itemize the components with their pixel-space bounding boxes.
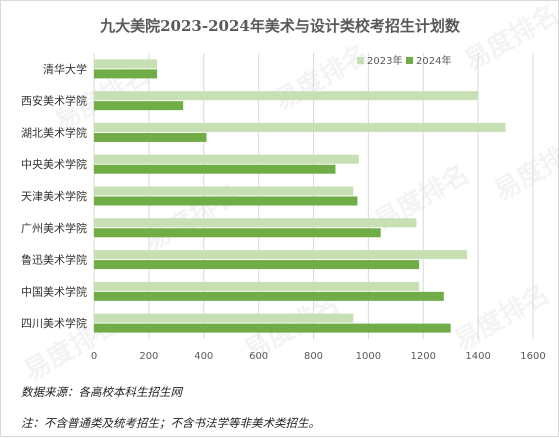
x-tick-label: 600 — [249, 351, 268, 362]
watermark-text: 易度排名 — [269, 38, 375, 117]
category-label: 清华大学 — [43, 62, 87, 76]
category-label: 天津美术学院 — [21, 189, 87, 203]
x-tick-label: 800 — [304, 351, 323, 362]
bar-2024 — [94, 260, 420, 270]
bars — [94, 59, 506, 333]
footnote: 注：不含普通类及统考招生；不含书法学等非美术类招生。 — [21, 416, 320, 430]
bar-2024 — [94, 132, 207, 142]
bar-2023 — [94, 250, 468, 260]
bar-2023 — [94, 186, 354, 196]
bar-2023 — [94, 154, 359, 164]
x-tick-label: 1600 — [520, 351, 545, 362]
legend-label: 2024年 — [416, 54, 451, 67]
bar-2023 — [94, 122, 506, 132]
bar-2023 — [94, 218, 417, 228]
category-label: 中国美术学院 — [21, 284, 87, 298]
gridlines — [93, 53, 534, 339]
x-axis-ticks: 0 200 400 600 800 1000 1200 1400 1600 — [91, 351, 546, 362]
bar-2024 — [94, 196, 358, 206]
watermark-text: 易度排名 — [449, 278, 555, 357]
x-tick-label: 0 — [91, 351, 97, 362]
bar-2024 — [94, 164, 336, 174]
category-labels: 清华大学西安美术学院湖北美术学院中央美术学院天津美术学院广州美术学院鲁迅美术学院… — [21, 62, 87, 330]
category-label: 广州美术学院 — [21, 221, 87, 235]
x-tick-label: 200 — [139, 351, 158, 362]
category-label: 西安美术学院 — [21, 94, 87, 108]
legend-swatch — [406, 57, 413, 64]
category-label: 鲁迅美术学院 — [21, 253, 87, 267]
bar-2024 — [94, 291, 444, 301]
bar-2024 — [94, 323, 451, 333]
bar-2023 — [94, 313, 354, 323]
chart-title: 九大美院2023-2024年美术与设计类校考招生计划数 — [99, 17, 461, 35]
legend: 2023年 2024年 — [357, 54, 451, 67]
watermark-text: 易度排名 — [489, 128, 559, 207]
x-tick-label: 1200 — [411, 351, 436, 362]
bar-2023 — [94, 91, 479, 101]
bar-2024 — [94, 101, 184, 111]
x-tick-label: 400 — [194, 351, 213, 362]
category-label: 四川美术学院 — [21, 316, 87, 330]
category-label: 中央美术学院 — [21, 157, 87, 171]
source-note: 数据来源：各高校本科生招生网 — [21, 385, 182, 399]
bar-2023 — [94, 281, 420, 291]
x-tick-label: 1400 — [465, 351, 490, 362]
x-tick-label: 1000 — [356, 351, 381, 362]
legend-swatch — [357, 57, 364, 64]
category-label: 湖北美术学院 — [21, 125, 87, 139]
legend-label: 2023年 — [367, 54, 402, 67]
watermark-text: 易度排名 — [459, 1, 559, 77]
bar-2024 — [94, 228, 381, 238]
bar-2024 — [94, 69, 158, 79]
bar-2023 — [94, 59, 158, 69]
